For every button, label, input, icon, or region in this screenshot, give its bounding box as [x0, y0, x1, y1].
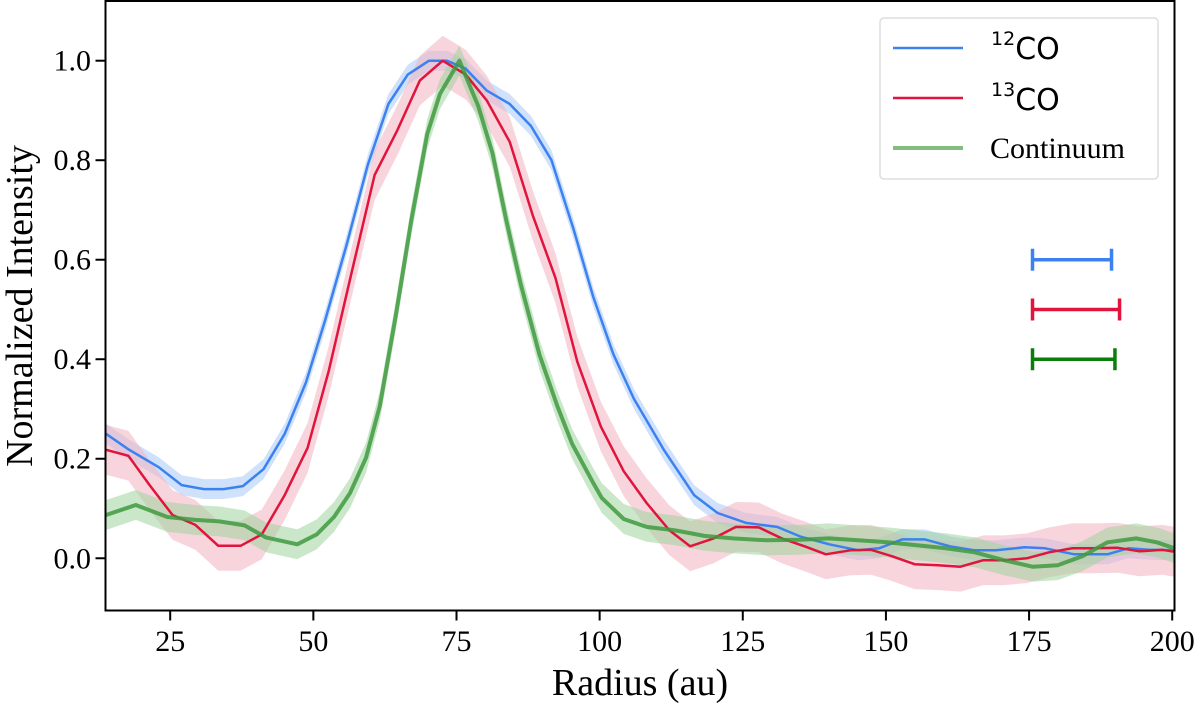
- band-continuum: [106, 45, 1175, 582]
- x-tick-label: 75: [441, 625, 471, 658]
- x-tick-label: 175: [1007, 625, 1052, 658]
- x-tick-label: 25: [155, 625, 185, 658]
- y-tick-label: 0.2: [54, 443, 92, 476]
- line-continuum: [105, 58, 1176, 569]
- y-tick-label: 0.4: [54, 343, 92, 376]
- y-axis-ticks: 0.0 0.2 0.4 0.6 0.8 1.0: [54, 45, 106, 575]
- x-axis-ticks: 25 50 75 100 125 150 175 200: [155, 610, 1195, 658]
- y-axis-label: Normalized Intensity: [0, 145, 41, 467]
- legend-label-continuum: Continuum: [990, 132, 1125, 165]
- legend-label-13co: 13CO: [991, 79, 1060, 118]
- plot-frame: [104, 0, 1176, 612]
- beam-bar-13co: [1030, 298, 1122, 321]
- x-axis-label: Radius (au): [552, 662, 728, 704]
- x-tick-label: 50: [298, 625, 328, 658]
- beam-size-bars: [1030, 248, 1122, 371]
- y-tick-label: 0.0: [54, 542, 92, 575]
- line-12co: [105, 59, 1175, 556]
- x-tick-label: 100: [577, 625, 622, 658]
- uncertainty-bands: [106, 35, 1175, 592]
- legend-box: [879, 17, 1159, 180]
- legend: 12CO 13CO Continuum: [879, 17, 1159, 180]
- beam-bar-continuum: [1030, 348, 1117, 371]
- band-13co: [106, 35, 1175, 592]
- legend-label-12co: 12CO: [991, 28, 1060, 67]
- series-lines: [105, 58, 1176, 569]
- x-tick-label: 125: [720, 625, 765, 658]
- y-tick-label: 0.6: [54, 244, 92, 277]
- y-tick-label: 0.8: [54, 144, 92, 177]
- x-tick-label: 200: [1150, 625, 1195, 658]
- beam-bar-12co: [1030, 248, 1114, 271]
- y-tick-label: 1.0: [54, 45, 92, 78]
- x-tick-label: 150: [863, 625, 908, 658]
